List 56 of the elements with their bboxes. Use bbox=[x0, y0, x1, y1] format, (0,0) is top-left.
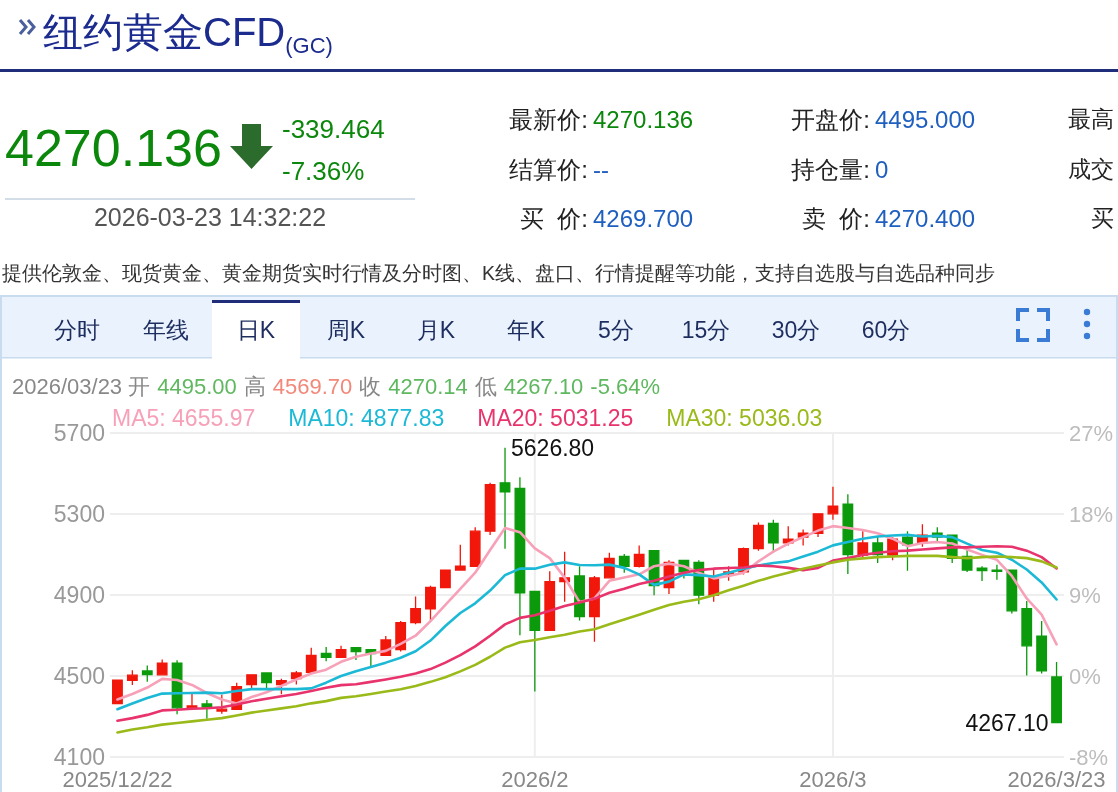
text: 2026-03-23 14:32:22 bbox=[93, 203, 327, 231]
text: 低 bbox=[474, 373, 497, 399]
text: 4270.136 bbox=[593, 105, 694, 133]
text: 最新价: bbox=[509, 105, 588, 133]
text: 周K bbox=[326, 317, 366, 343]
text: 5分 bbox=[598, 317, 634, 343]
text: 持仓量: bbox=[791, 155, 870, 183]
text: 30分 bbox=[771, 317, 821, 343]
text: 结算价: bbox=[509, 155, 588, 183]
text: 开盘价: bbox=[791, 105, 870, 133]
y-tick-label: 4900 bbox=[53, 582, 105, 608]
text: 4569.70 bbox=[272, 373, 353, 399]
text: 0 bbox=[875, 155, 889, 183]
y2-tick-label: 0% bbox=[1069, 663, 1101, 689]
text: 最高 bbox=[1068, 106, 1114, 132]
text: MA20: 5031.25 bbox=[477, 405, 634, 431]
y2-tick-label: 9% bbox=[1069, 582, 1101, 608]
text: -- bbox=[593, 155, 609, 183]
text: 4269.700 bbox=[593, 204, 694, 232]
text: 日K bbox=[236, 317, 276, 343]
text: -7.36% bbox=[282, 156, 365, 186]
text: 提供伦敦金、现货黄金、黄金期货实时行情及分时图、K线、盘口、行情提醒等功能，支持自选股与自选品种同步 bbox=[2, 262, 996, 284]
text: -339.464 bbox=[282, 114, 385, 144]
text: MA10: 4877.83 bbox=[288, 405, 445, 431]
text: 分时 bbox=[54, 317, 100, 343]
text: 60分 bbox=[861, 317, 911, 343]
text: 月K bbox=[416, 317, 456, 343]
y2-tick-label: 18% bbox=[1069, 501, 1114, 527]
text: 4270.136 bbox=[5, 119, 222, 177]
text: 15分 bbox=[681, 317, 731, 343]
text: 买 bbox=[1091, 205, 1114, 231]
text: 4270.14 bbox=[388, 373, 468, 399]
data-label: 4267.10 bbox=[965, 710, 1049, 737]
text: 2026/03/23 开 bbox=[12, 373, 151, 399]
text: MA30: 5036.03 bbox=[666, 405, 823, 431]
title: 纽约黄金CFD$_{(GC)}$ bbox=[43, 10, 333, 58]
text: 4495.000 bbox=[875, 105, 976, 133]
y-tick-label: 4500 bbox=[53, 663, 105, 689]
text: MA5: 4655.97 bbox=[112, 405, 256, 431]
x-tick-label: 2026/3 bbox=[799, 766, 867, 792]
text: 买 价: bbox=[519, 204, 588, 232]
text: 卖 价: bbox=[801, 204, 870, 232]
y-tick-label: 5300 bbox=[53, 501, 105, 527]
text: 年K bbox=[506, 317, 546, 343]
text: -5.64% bbox=[590, 373, 661, 399]
text: 成交 bbox=[1068, 156, 1114, 182]
text: 4495.00 bbox=[157, 373, 237, 399]
x-tick-label: 2026/2 bbox=[501, 766, 569, 792]
data-label: 5626.80 bbox=[511, 434, 595, 461]
text: 收 bbox=[359, 373, 382, 399]
text: 高 bbox=[243, 373, 266, 399]
text: 4267.10 bbox=[503, 373, 584, 399]
y2-tick-label: 27% bbox=[1069, 420, 1114, 446]
text: 4270.400 bbox=[875, 204, 976, 232]
text: 年线 bbox=[143, 317, 189, 343]
y-tick-label: 5700 bbox=[53, 420, 105, 446]
